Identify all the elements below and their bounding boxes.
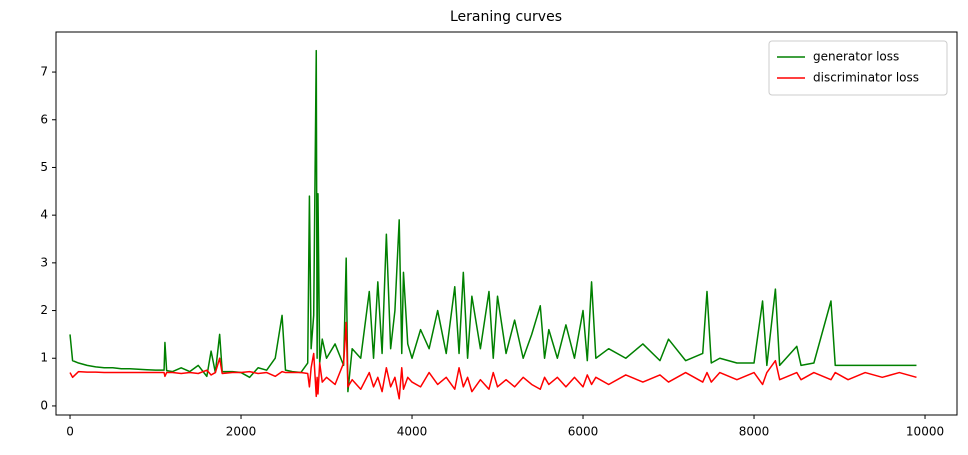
x-tick-label: 0: [66, 425, 74, 439]
x-tick-label: 10000: [906, 425, 944, 439]
x-tick-label: 4000: [397, 425, 428, 439]
y-tick-label: 0: [40, 398, 48, 412]
y-tick-label: 5: [40, 160, 48, 174]
y-tick-label: 2: [40, 303, 48, 317]
line-series: [69, 321, 917, 400]
plot-frame: [55, 31, 958, 416]
legend-label: discriminator loss: [813, 71, 919, 85]
y-tick-label: 7: [40, 65, 48, 79]
y-tick-label: 6: [40, 112, 48, 126]
x-tick-label: 6000: [568, 425, 599, 439]
legend-label: generator loss: [813, 50, 899, 64]
chart-title: Leraning curves: [450, 9, 562, 25]
line-series: [69, 49, 917, 393]
x-tick-label: 8000: [739, 425, 770, 439]
y-tick-label: 4: [40, 208, 48, 222]
y-tick-label: 1: [40, 351, 48, 365]
legend-box: [768, 40, 948, 96]
x-tick-label: 2000: [226, 425, 257, 439]
y-tick-label: 3: [40, 255, 48, 269]
